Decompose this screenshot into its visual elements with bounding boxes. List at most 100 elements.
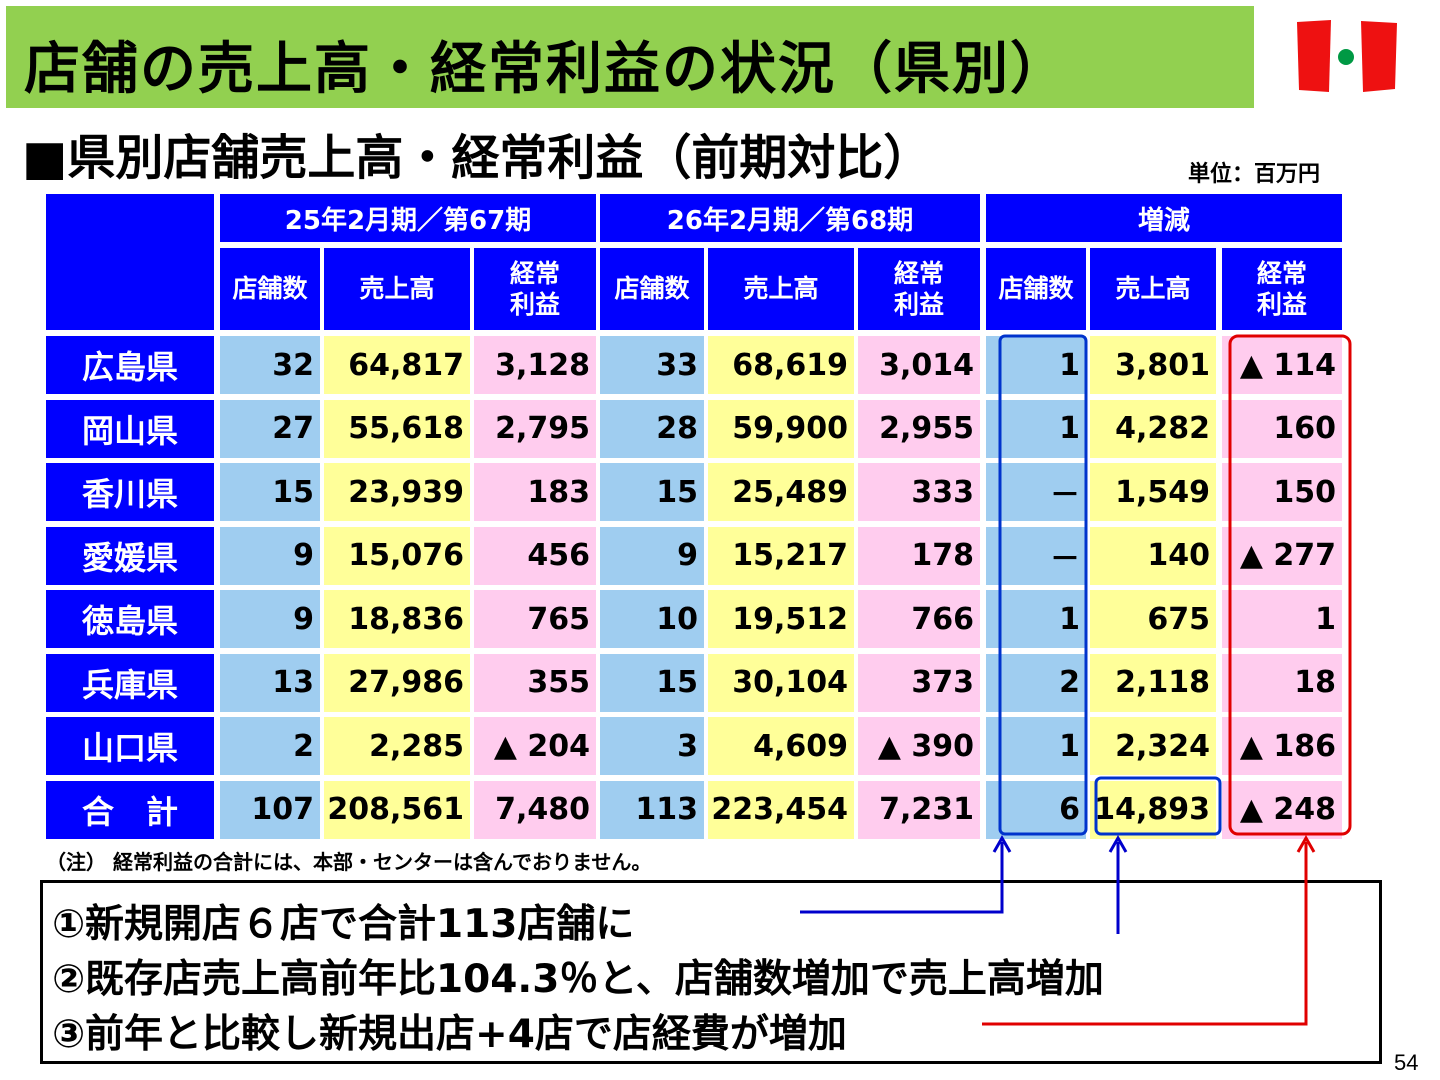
page-title: 店舗の売上高・経常利益の状況（県別） (24, 37, 1068, 102)
table-cell: 9 (600, 526, 704, 585)
table-cell: 1,549 (1090, 463, 1216, 521)
bullet-1: ①新規開店６店で合計113店舗に (52, 902, 635, 947)
table-cell: 183 (474, 463, 596, 521)
table-cell: 10 (600, 590, 704, 648)
table-cell: ▲ 277 (1222, 526, 1342, 585)
arrow-1 (800, 842, 1004, 914)
row-header: 徳島県 (46, 590, 214, 648)
table-cell: 27 (220, 399, 320, 458)
table-cell: 160 (1222, 399, 1342, 458)
table-cell: 2,285 (324, 717, 470, 775)
table-cell: 7,480 (474, 780, 596, 839)
table-cell: 15 (600, 653, 704, 712)
group-header: 増減 (986, 194, 1342, 242)
table-cell: 3 (600, 717, 704, 775)
column-header: 店舗数 (986, 248, 1086, 330)
table-cell: 2,795 (474, 399, 596, 458)
table-cell: ▲ 390 (858, 717, 980, 775)
profit-diff-highlight (1228, 334, 1352, 836)
table-cell: 2,324 (1090, 717, 1216, 775)
table-cell: 333 (858, 463, 980, 521)
table-cell: 2,118 (1090, 653, 1216, 712)
table-cell: 2 (220, 717, 320, 775)
table-cell: 23,939 (324, 463, 470, 521)
table-cell: ▲ 204 (474, 717, 596, 775)
table-cell: 68,619 (708, 336, 854, 394)
footnote: （注） 経常利益の合計には、本部・センターは含んでおりません。 (46, 850, 652, 874)
table-cell: 14,893 (1090, 780, 1216, 839)
table-cell: 3,014 (858, 336, 980, 394)
group-header: 26年2月期／第68期 (600, 194, 980, 242)
table-cell: 15,217 (708, 526, 854, 585)
table-cell: 2,955 (858, 399, 980, 458)
table-cell: 765 (474, 590, 596, 648)
table-cell: 15 (220, 463, 320, 521)
table-cell: 7,231 (858, 780, 980, 839)
column-header: 売上高 (1090, 248, 1216, 330)
table-cell: 19,512 (708, 590, 854, 648)
table-cell: 223,454 (708, 780, 854, 839)
table-cell: － (986, 526, 1086, 585)
section-heading: ■県別店舗売上高・経常利益（前期対比） (22, 130, 932, 186)
table-cell: 1 (1222, 590, 1342, 648)
table-cell: 140 (1090, 526, 1216, 585)
table-cell: 6 (986, 780, 1086, 839)
table-cell: 27,986 (324, 653, 470, 712)
company-logo (1297, 20, 1397, 92)
table-cell: 64,817 (324, 336, 470, 394)
table-cell: 32 (220, 336, 320, 394)
table-cell: 107 (220, 780, 320, 839)
table-cell: 9 (220, 590, 320, 648)
table-cell: 28 (600, 399, 704, 458)
table-corner-header (46, 194, 214, 330)
table-cell: 33 (600, 336, 704, 394)
table-cell: 55,618 (324, 399, 470, 458)
column-header: 経常利益 (474, 248, 596, 330)
unit-label: 単位：百万円 (1188, 162, 1321, 187)
table-cell: 4,609 (708, 717, 854, 775)
table-cell: 208,561 (324, 780, 470, 839)
table-cell: 18,836 (324, 590, 470, 648)
table-cell: 178 (858, 526, 980, 585)
table-cell: 13 (220, 653, 320, 712)
bullet-2: ②既存店売上高前年比104.3％と、店舗数増加で売上高増加 (52, 957, 1104, 1002)
title-bar: 店舗の売上高・経常利益の状況（県別） (6, 6, 1254, 108)
arrow-3 (982, 842, 1308, 1026)
sales-total-highlight (1094, 776, 1222, 836)
table-cell: 150 (1222, 463, 1342, 521)
table-cell: ▲ 248 (1222, 780, 1342, 839)
table-cell: 3,801 (1090, 336, 1216, 394)
column-header: 経常利益 (1222, 248, 1342, 330)
column-header: 売上高 (324, 248, 470, 330)
table-cell: 675 (1090, 590, 1216, 648)
table-cell: ▲ 186 (1222, 717, 1342, 775)
row-header: 兵庫県 (46, 653, 214, 712)
column-header: 店舗数 (600, 248, 704, 330)
store-diff-highlight (998, 334, 1088, 836)
table-cell: 1 (986, 336, 1086, 394)
table-cell: 373 (858, 653, 980, 712)
table-cell: 1 (986, 399, 1086, 458)
table-cell: － (986, 463, 1086, 521)
table-cell: 1 (986, 590, 1086, 648)
table-cell: 1 (986, 717, 1086, 775)
table-cell: 113 (600, 780, 704, 839)
bullet-3: ③前年と比較し新規出店+4店で店経費が増加 (52, 1012, 847, 1057)
table-cell: 766 (858, 590, 980, 648)
summary-box (40, 880, 1382, 1064)
table-cell: 15,076 (324, 526, 470, 585)
table-cell: 30,104 (708, 653, 854, 712)
column-header: 経常利益 (858, 248, 980, 330)
page-number: 54 (1394, 1050, 1419, 1075)
table-cell: 15 (600, 463, 704, 521)
table-cell: 3,128 (474, 336, 596, 394)
table-cell: 456 (474, 526, 596, 585)
row-header: 合 計 (46, 780, 214, 839)
row-header: 岡山県 (46, 399, 214, 458)
table-cell: 355 (474, 653, 596, 712)
row-header: 山口県 (46, 717, 214, 775)
table-cell: 2 (986, 653, 1086, 712)
group-header: 25年2月期／第67期 (220, 194, 596, 242)
table-cell: 59,900 (708, 399, 854, 458)
